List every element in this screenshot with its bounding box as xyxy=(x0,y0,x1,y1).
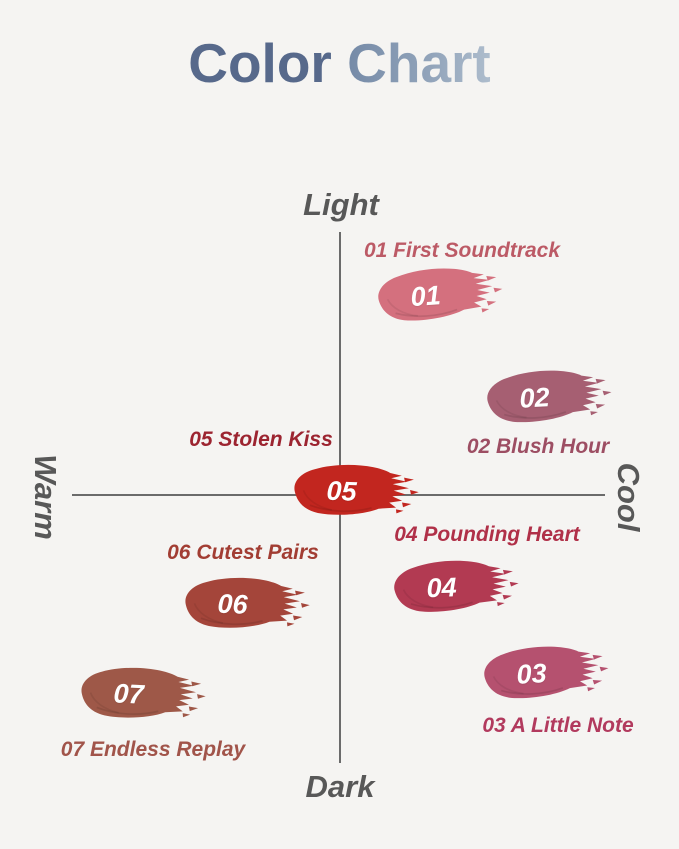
swatch-number-02: 02 xyxy=(518,382,551,414)
swatch-02: 02 xyxy=(471,362,614,433)
shade-name-06: 06 Cutest Pairs xyxy=(167,541,319,564)
swatch-01: 01 xyxy=(362,259,506,333)
swatch-number-04: 04 xyxy=(426,572,458,604)
swatch-number-05: 05 xyxy=(326,475,358,507)
title-word-color: Color xyxy=(188,32,332,94)
shade-name-02: 02 Blush Hour xyxy=(466,435,610,458)
swatch-04: 04 xyxy=(379,554,521,623)
shade-name-05: 05 Stolen Kiss xyxy=(189,428,333,451)
title-space xyxy=(332,32,347,94)
axis-label-light: Light xyxy=(303,187,379,222)
shade-name-07: 07 Endless Replay xyxy=(60,738,246,761)
swatch-07: 07 xyxy=(65,659,208,730)
shade-name-03: 03 A Little Note xyxy=(482,714,634,737)
page-title: Color Chart xyxy=(0,33,679,94)
axis-label-dark: Dark xyxy=(305,769,375,804)
swatch-number-03: 03 xyxy=(515,658,548,690)
axis-label-warm: Warm xyxy=(28,454,63,540)
swatch-05: 05 xyxy=(279,458,421,527)
title-word-chart: Chart xyxy=(347,32,491,94)
shade-name-04: 04 Pounding Heart xyxy=(394,523,580,546)
shade-name-01: 01 First Soundtrack xyxy=(363,239,561,262)
swatch-06: 06 xyxy=(170,571,312,640)
swatch-03: 03 xyxy=(468,638,611,709)
swatch-number-01: 01 xyxy=(409,280,442,313)
axis-label-cool: Cool xyxy=(611,462,646,532)
swatch-number-06: 06 xyxy=(217,588,249,620)
swatch-number-07: 07 xyxy=(112,678,145,710)
